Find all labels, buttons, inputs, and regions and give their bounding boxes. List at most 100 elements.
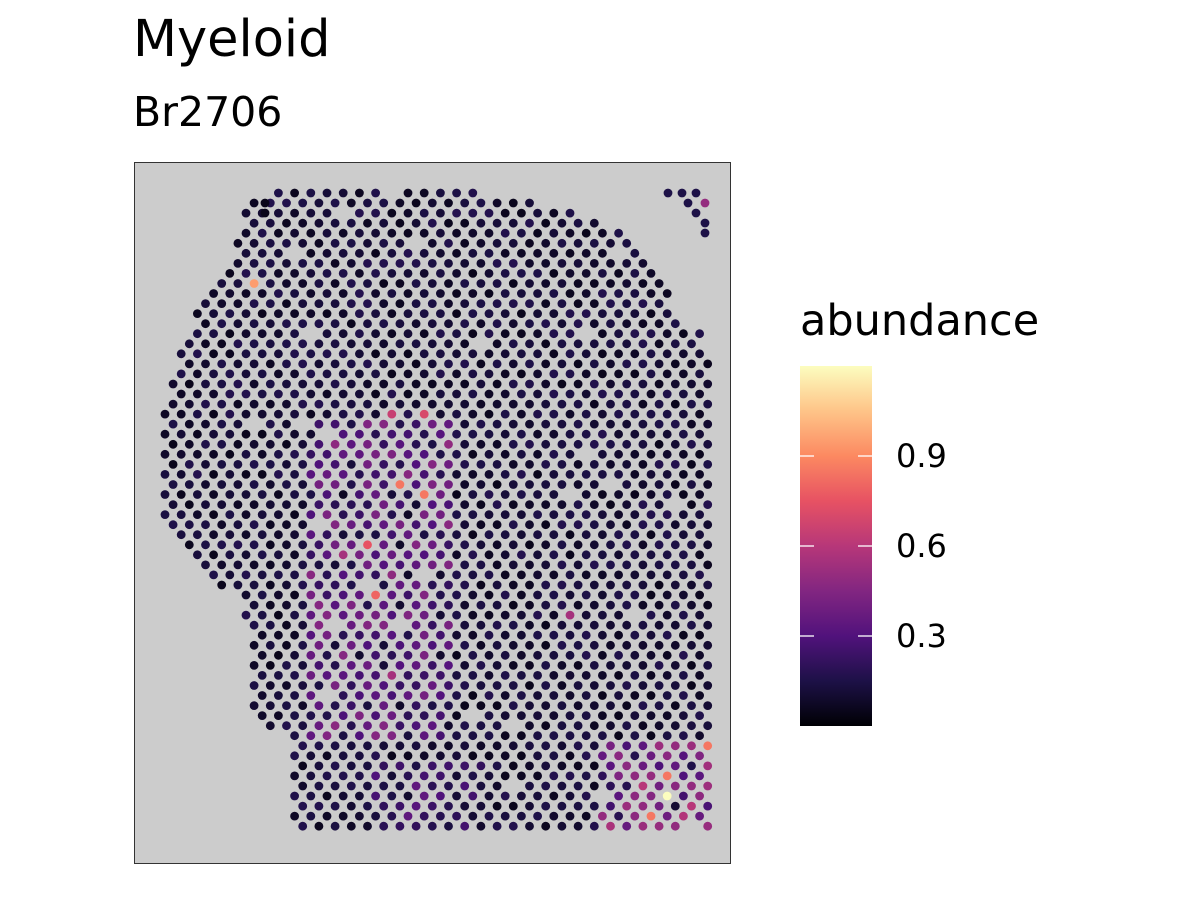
spot-point	[606, 821, 615, 831]
spot-point	[355, 811, 364, 821]
spot-point	[614, 731, 623, 741]
spot-point	[589, 238, 599, 248]
spot-point	[249, 218, 259, 228]
spot-point	[379, 379, 389, 389]
spot-point	[403, 369, 413, 379]
spot-point	[646, 650, 656, 660]
spot-point	[484, 510, 494, 519]
spot-point	[670, 721, 680, 731]
spot-point	[573, 560, 583, 570]
spot-point	[565, 228, 575, 238]
spot-point	[598, 228, 607, 238]
spot-point	[249, 319, 259, 329]
spot-point	[622, 259, 632, 268]
spot-point	[176, 349, 186, 359]
spot-point	[484, 671, 494, 680]
spot-point	[395, 721, 405, 731]
spot-point	[541, 460, 551, 469]
spot-point	[338, 309, 348, 318]
spot-point	[533, 208, 542, 218]
spot-point	[322, 490, 332, 499]
spot-point	[290, 329, 299, 339]
spot-point	[525, 319, 534, 329]
spot-point	[541, 279, 551, 288]
spot-point	[606, 741, 615, 751]
spot-point	[581, 349, 591, 359]
spot-point	[581, 248, 591, 258]
spot-point	[703, 640, 713, 650]
spot-point	[387, 791, 397, 801]
spot-point	[379, 540, 389, 550]
spot-point	[265, 540, 275, 550]
spot-point	[460, 238, 470, 248]
spot-point	[419, 771, 429, 781]
spot-point	[209, 510, 218, 519]
spot-point	[703, 500, 713, 509]
spot-point	[476, 238, 486, 248]
spot-point	[557, 741, 567, 751]
spot-point	[419, 751, 429, 761]
spot-point	[630, 429, 640, 439]
spot-point	[346, 299, 356, 308]
spot-point	[630, 510, 640, 519]
spot-point	[274, 470, 283, 479]
spot-point	[484, 269, 494, 278]
spot-point	[557, 560, 567, 570]
spot-point	[209, 550, 218, 560]
spot-point	[541, 560, 551, 570]
spot-point	[209, 429, 218, 439]
spot-point	[452, 691, 461, 700]
spot-point	[589, 741, 599, 751]
spot-point	[614, 691, 623, 700]
spot-point	[322, 811, 332, 821]
spot-point	[338, 248, 348, 258]
spot-point	[160, 429, 170, 439]
spot-point	[419, 269, 429, 278]
spot-point	[411, 580, 421, 590]
spot-point	[411, 460, 421, 469]
spot-point	[598, 289, 607, 298]
spot-point	[346, 279, 356, 288]
spot-point	[533, 389, 542, 399]
spot-point	[176, 470, 186, 479]
spot-point	[241, 248, 251, 258]
spot-point	[517, 610, 526, 620]
spot-point	[209, 349, 218, 359]
spot-point	[314, 198, 324, 208]
spot-point	[508, 560, 518, 570]
spot-point	[670, 560, 680, 570]
spot-point	[395, 460, 405, 469]
spot-point	[314, 419, 324, 429]
spot-point	[387, 349, 397, 359]
spot-point	[630, 630, 640, 640]
spot-point	[338, 289, 348, 298]
spot-point	[476, 741, 486, 751]
spot-point	[379, 661, 389, 670]
spot-point	[201, 379, 210, 389]
spot-point	[330, 540, 340, 550]
spot-point	[363, 520, 372, 530]
spot-point	[233, 379, 243, 389]
spot-point	[452, 369, 461, 379]
spot-point	[679, 470, 688, 479]
spot-point	[330, 480, 340, 489]
spot-point	[508, 198, 518, 208]
spot-point	[306, 630, 316, 640]
spot-point	[646, 550, 656, 560]
spot-point	[346, 540, 356, 550]
spot-point	[387, 570, 397, 580]
spot-point	[679, 731, 688, 741]
spot-point	[233, 238, 243, 248]
spot-point	[630, 248, 640, 258]
spot-point	[468, 490, 478, 499]
spot-point	[395, 701, 405, 710]
spot-point	[484, 530, 494, 540]
spot-point	[533, 771, 542, 781]
spot-point	[492, 399, 502, 409]
spot-point	[330, 560, 340, 570]
spot-point	[355, 570, 364, 580]
spot-point	[298, 681, 308, 690]
spot-point	[703, 560, 713, 570]
spot-point	[419, 671, 429, 680]
spot-point	[589, 439, 599, 449]
